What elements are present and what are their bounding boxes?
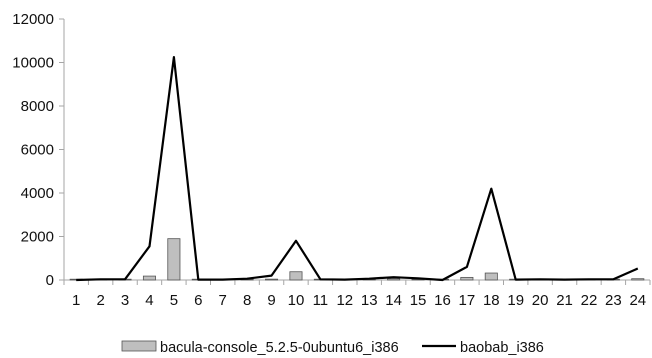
x-tick-label: 16: [434, 292, 451, 309]
x-tick-label: 21: [556, 292, 573, 309]
y-tick-label: 0: [46, 272, 54, 289]
x-tick-label: 15: [410, 292, 427, 309]
y-tick-label: 6000: [21, 142, 54, 159]
x-tick-label: 22: [581, 292, 598, 309]
x-tick-label: 8: [243, 292, 251, 309]
legend: bacula-console_5.2.5-0ubuntu6_i386 baobab…: [121, 340, 544, 356]
legend-label-line: baobab_i386: [460, 340, 544, 356]
x-tick-label: 7: [219, 292, 227, 309]
bar: [265, 278, 279, 281]
y-tick-label: 12000: [12, 11, 54, 28]
legend-label-bar: bacula-console_5.2.5-0ubuntu6_i386: [160, 340, 399, 356]
y-axis-labels: 0 2000 4000 6000 8000 10000 12000: [12, 11, 54, 289]
line-series: [76, 55, 639, 282]
line-series-path: [76, 55, 639, 282]
x-tick-label: 5: [170, 292, 178, 309]
axes: [59, 18, 651, 285]
x-tick-label: 4: [145, 292, 153, 309]
y-tick-label: 8000: [21, 98, 54, 115]
legend-swatch-bar: [121, 340, 157, 352]
x-tick-label: 1: [72, 292, 80, 309]
bar: [167, 238, 181, 281]
bar: [631, 278, 645, 281]
bar: [387, 278, 401, 281]
bar: [484, 272, 498, 281]
x-tick-label: 11: [313, 292, 329, 309]
bar-series: [69, 238, 645, 281]
x-tick-label: 17: [459, 292, 476, 309]
x-tick-label: 24: [629, 292, 646, 309]
x-tick-label: 13: [361, 292, 378, 309]
x-tick-label: 20: [532, 292, 549, 309]
bar: [142, 275, 156, 281]
x-tick-label: 19: [507, 292, 524, 309]
x-axis-labels: 1 2 3 4 5 6 7 8 9 10 11 12 13 14 15 16 17 18 19 20 21 22 23 24: [72, 292, 646, 309]
x-tick-label: 18: [483, 292, 500, 309]
y-tick-label: 2000: [21, 229, 54, 246]
x-tick-label: 14: [385, 292, 402, 309]
y-tick-label: 4000: [21, 185, 54, 202]
x-tick-label: 3: [121, 292, 129, 309]
x-tick-label: 9: [267, 292, 275, 309]
x-tick-label: 6: [194, 292, 202, 309]
bar: [289, 271, 303, 281]
x-tick-label: 2: [96, 292, 104, 309]
y-tick-label: 10000: [12, 55, 54, 72]
x-tick-label: 10: [288, 292, 305, 309]
x-tick-label: 23: [605, 292, 622, 309]
x-tick-label: 12: [336, 292, 353, 309]
bar: [460, 276, 474, 281]
